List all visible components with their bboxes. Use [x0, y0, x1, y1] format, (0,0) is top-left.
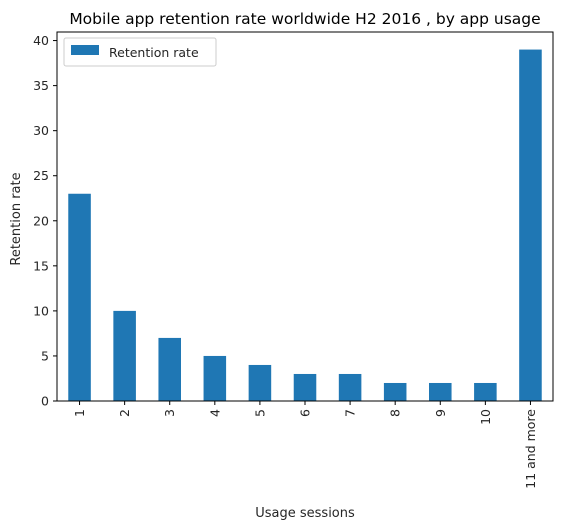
y-axis-label: Retention rate — [9, 172, 24, 265]
x-axis-label: Usage sessions — [255, 506, 355, 521]
bar-11-and-more — [519, 49, 542, 401]
y-tick-label: 15 — [33, 258, 49, 273]
legend-swatch — [71, 45, 99, 55]
x-tick-label: 5 — [252, 409, 267, 417]
bar-10 — [474, 382, 497, 401]
y-tick-label: 20 — [33, 213, 49, 228]
x-tick-label: 3 — [162, 409, 177, 417]
bar-5 — [248, 364, 272, 401]
bar-4 — [203, 355, 227, 401]
x-tick-label: 7 — [343, 409, 358, 417]
y-tick-label: 40 — [33, 33, 49, 48]
bar-8 — [383, 382, 407, 401]
x-tick-label: 6 — [298, 409, 313, 417]
bar-7 — [338, 373, 362, 401]
bar-2 — [113, 310, 136, 401]
chart-title: Mobile app retention rate worldwide H2 2… — [69, 10, 540, 28]
x-tick-label: 1 — [72, 409, 87, 417]
y-tick-label: 0 — [41, 394, 49, 409]
bar-9 — [429, 382, 452, 401]
bar-1 — [68, 193, 91, 401]
x-tick-label: 11 and more — [523, 409, 538, 489]
x-tick-label: 4 — [207, 409, 222, 417]
x-tick-label: 9 — [433, 409, 448, 417]
y-tick-label: 35 — [33, 78, 49, 93]
x-tick-label: 2 — [117, 409, 132, 417]
y-tick-label: 25 — [33, 168, 49, 183]
x-tick-label: 8 — [388, 409, 403, 417]
legend-frame — [63, 37, 217, 67]
x-tick-label: 10 — [478, 409, 493, 425]
axes-frame — [56, 31, 554, 402]
legend-label: Retention rate — [109, 45, 199, 60]
legend: Retention rate — [63, 37, 217, 67]
y-tick-label: 5 — [41, 348, 49, 363]
y-tick-label: 30 — [33, 123, 49, 138]
y-tick-label: 10 — [33, 303, 49, 318]
plot-area: 0 5 10 15 20 25 30 35 40 1 2 3 4 5 6 7 8 9 10 11 and more — [33, 31, 554, 489]
bar-6 — [293, 373, 317, 401]
bar-3 — [158, 337, 181, 401]
